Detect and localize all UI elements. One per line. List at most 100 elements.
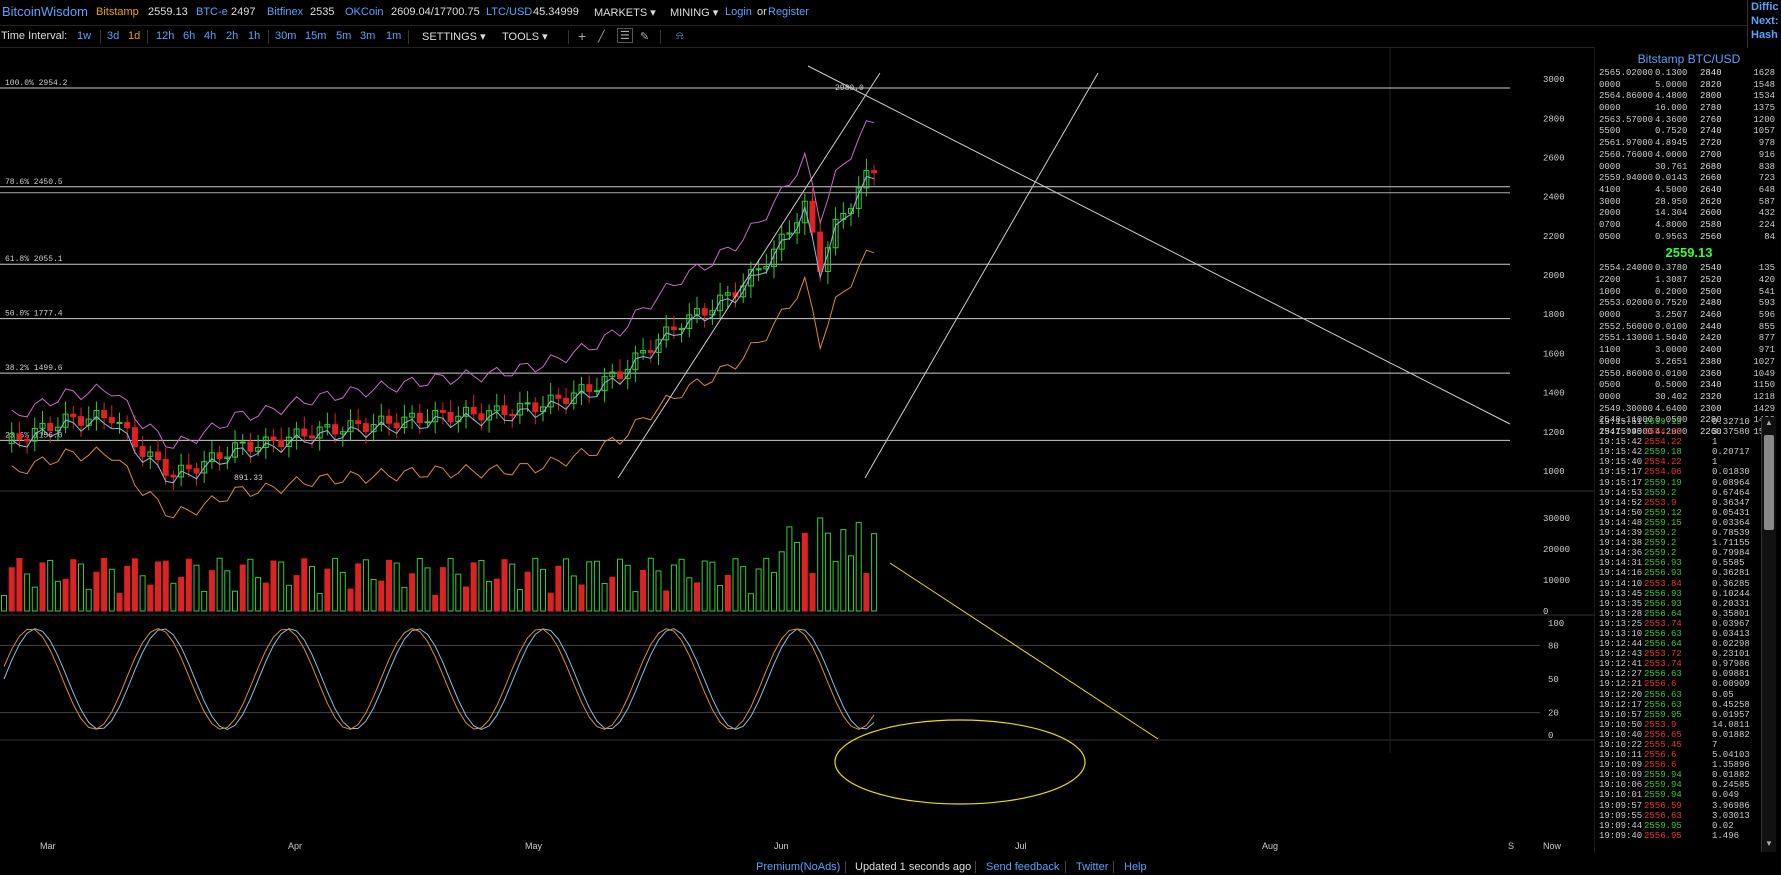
next-label[interactable]: Next:: [1751, 15, 1779, 27]
orderbook-row[interactable]: 2554.24000 0.3780 2540 135: [1597, 263, 1781, 275]
trade-row[interactable]: 19:09:44 2559.95 0.02: [1597, 821, 1765, 831]
interval-6h[interactable]: 6h: [183, 30, 196, 42]
hashrate-label[interactable]: Hash: [1751, 29, 1778, 41]
price-chart[interactable]: 100.0% 2954.2 78.6% 2450.5 61.8% 2055.1 50.…: [0, 48, 1595, 853]
orderbook-row[interactable]: 0000 30.402 2320 1218: [1597, 392, 1781, 404]
orderbook-row[interactable]: 2563.57000 4.3600 2760 1200: [1597, 115, 1781, 127]
trade-row[interactable]: 19:14:10 2553.84 0.36285: [1597, 579, 1765, 589]
trade-row[interactable]: 19:09:55 2556.63 3.03013: [1597, 811, 1765, 821]
interval-1w[interactable]: 1w: [77, 30, 92, 42]
interval-1d[interactable]: 1d: [128, 30, 141, 42]
settings-menu[interactable]: SETTINGS ▾: [422, 30, 486, 43]
interval-5m[interactable]: 5m: [336, 30, 352, 42]
trade-row[interactable]: 19:09:40 2556.95 1.496: [1597, 831, 1765, 841]
orderbook-row[interactable]: 1100 3.0000 2400 971: [1597, 345, 1781, 357]
trade-row[interactable]: 19:12:20 2556.63 0.05: [1597, 690, 1765, 700]
orderbook-row[interactable]: 1000 0.2000 2500 541: [1597, 287, 1781, 299]
premium-link[interactable]: Premium(NoAds): [756, 861, 841, 873]
draw-tool-icon[interactable]: ✎: [640, 31, 650, 43]
line-tool-icon[interactable]: ╱: [598, 31, 605, 43]
trade-row[interactable]: 19:10:09 2559.94 0.01882: [1597, 770, 1765, 780]
trades-scrollbar[interactable]: ▲ ▼: [1761, 417, 1776, 852]
orderbook-row[interactable]: 4100 4.5000 2640 648: [1597, 185, 1781, 197]
orderbook-row[interactable]: 2560.76000 4.0000 2700 916: [1597, 150, 1781, 162]
trade-row[interactable]: 19:09:57 2556.59 3.96986: [1597, 801, 1765, 811]
trade-row[interactable]: 19:14:52 2553.9 0.36347: [1597, 498, 1765, 508]
tools-menu[interactable]: TOOLS ▾: [502, 30, 548, 43]
trade-row[interactable]: 19:12:44 2556.64 0.02298: [1597, 639, 1765, 649]
interval-30m[interactable]: 30m: [275, 30, 297, 42]
trade-row[interactable]: 19:15:40 2554.22 1: [1597, 457, 1765, 467]
trade-row[interactable]: 19:10:40 2556.65 0.01882: [1597, 730, 1765, 740]
trade-row[interactable]: 19:10:01 2559.94 0.049: [1597, 790, 1765, 800]
fib-tool-icon[interactable]: ☰: [617, 28, 633, 43]
interval-3m[interactable]: 3m: [360, 30, 376, 42]
ticker-bitfinex-name[interactable]: Bitfinex: [267, 6, 304, 18]
trade-row[interactable]: 19:14:36 2559.2 0.79984: [1597, 548, 1765, 558]
trade-row[interactable]: 19:14:39 2559.2 0.78539: [1597, 528, 1765, 538]
scroll-thumb[interactable]: [1764, 435, 1774, 530]
trade-row[interactable]: 19:10:57 2559.95 0.01957: [1597, 710, 1765, 720]
mining-menu[interactable]: MINING ▾: [670, 6, 718, 19]
register-link[interactable]: Register: [768, 6, 809, 18]
orderbook-row[interactable]: 0500 0.5000 2340 1150: [1597, 380, 1781, 392]
orderbook-row[interactable]: 5500 0.7520 2740 1057: [1597, 126, 1781, 138]
orderbook-row[interactable]: 2549.30000 4.6400 2300 1429: [1597, 404, 1781, 416]
orderbook-row[interactable]: 2553.02000 0.7520 2480 593: [1597, 298, 1781, 310]
trade-row[interactable]: 19:10:50 2553.9 14.0811: [1597, 720, 1765, 730]
trade-row[interactable]: 19:15:42 2559.18 0.20717: [1597, 447, 1765, 457]
interval-15m[interactable]: 15m: [305, 30, 327, 42]
orderbook-row[interactable]: 2552.56000 0.0100 2440 855: [1597, 322, 1781, 334]
trade-row[interactable]: 19:10:09 2556.6 1.35896: [1597, 760, 1765, 770]
orderbook-row[interactable]: 3000 28.950 2620 587: [1597, 197, 1781, 209]
trade-row[interactable]: 19:15:51 2559.13 0.32710: [1597, 417, 1765, 427]
trade-row[interactable]: 19:15:42 2554.22 1: [1597, 437, 1765, 447]
interval-3d[interactable]: 3d: [107, 30, 120, 42]
orderbook-row[interactable]: 2564.86000 4.4800 2800 1534: [1597, 91, 1781, 103]
ticker-bitstamp-name[interactable]: Bitstamp: [96, 6, 139, 18]
crosshair-tool-icon[interactable]: +: [578, 28, 587, 44]
orderbook-row[interactable]: 2559.94000 0.0143 2660 723: [1597, 173, 1781, 185]
trade-row[interactable]: 19:13:10 2556.63 0.03413: [1597, 629, 1765, 639]
ticker-btce-name[interactable]: BTC-e: [196, 6, 228, 18]
orderbook-row[interactable]: 2561.97000 4.8945 2720 978: [1597, 138, 1781, 150]
interval-1h[interactable]: 1h: [248, 30, 261, 42]
orderbook-row[interactable]: 2200 1.3087 2520 420: [1597, 275, 1781, 287]
trade-row[interactable]: 19:14:53 2559.2 0.67464: [1597, 488, 1765, 498]
orderbook-row[interactable]: 2551.13000 1.5040 2420 877: [1597, 333, 1781, 345]
trade-row[interactable]: 19:13:28 2556.64 0.35801: [1597, 609, 1765, 619]
trade-row[interactable]: 19:14:38 2559.2 1.71155: [1597, 538, 1765, 548]
scroll-up-icon[interactable]: ▲: [1765, 418, 1773, 427]
ticker-okcoin-name[interactable]: OKCoin: [345, 6, 384, 18]
help-link[interactable]: Help: [1124, 861, 1147, 873]
bell-icon[interactable]: ⍾: [676, 30, 684, 42]
difficulty-label[interactable]: Diffic: [1751, 1, 1779, 13]
trade-row[interactable]: 19:12:43 2553.72 0.23101: [1597, 649, 1765, 659]
orderbook-row[interactable]: 0000 30.761 2680 838: [1597, 162, 1781, 174]
trade-row[interactable]: 19:10:06 2559.94 0.24585: [1597, 780, 1765, 790]
interval-1m[interactable]: 1m: [386, 30, 402, 42]
trade-row[interactable]: 19:12:41 2553.74 0.97986: [1597, 659, 1765, 669]
orderbook-row[interactable]: 0500 0.9563 2560 84: [1597, 232, 1781, 244]
orderbook-row[interactable]: 2000 14.304 2600 432: [1597, 208, 1781, 220]
orderbook-row[interactable]: 0000 3.2651 2380 1027: [1597, 357, 1781, 369]
orderbook-row[interactable]: 0000 16.000 2780 1375: [1597, 103, 1781, 115]
login-link[interactable]: Login: [725, 6, 752, 18]
interval-12h[interactable]: 12h: [156, 30, 175, 42]
orderbook-row[interactable]: 0000 3.2507 2460 596: [1597, 310, 1781, 322]
interval-2h[interactable]: 2h: [226, 30, 239, 42]
orderbook-row[interactable]: 0700 4.8000 2580 224: [1597, 220, 1781, 232]
trade-row[interactable]: 19:14:48 2559.15 0.03364: [1597, 518, 1765, 528]
orderbook-row[interactable]: 2565.02000 0.1300 2840 1628: [1597, 68, 1781, 80]
trade-row[interactable]: 19:12:21 2556.6 0.00909: [1597, 679, 1765, 689]
trade-row[interactable]: 19:15:45 2554.25 3.37580: [1597, 427, 1765, 437]
trade-row[interactable]: 19:15:17 2554.06 0.01830: [1597, 467, 1765, 477]
interval-4h[interactable]: 4h: [204, 30, 217, 42]
twitter-link[interactable]: Twitter: [1076, 861, 1109, 873]
orderbook-row[interactable]: 2550.86000 0.0100 2360 1049: [1597, 369, 1781, 381]
trade-row[interactable]: 19:14:31 2556.93 0.5585: [1597, 558, 1765, 568]
trade-row[interactable]: 19:15:17 2559.19 0.08964: [1597, 478, 1765, 488]
trade-row[interactable]: 19:10:11 2556.6 5.04103: [1597, 750, 1765, 760]
trade-row[interactable]: 19:14:50 2559.12 0.05431: [1597, 508, 1765, 518]
ticker-ltcusd-name[interactable]: LTC/USD: [486, 6, 533, 18]
